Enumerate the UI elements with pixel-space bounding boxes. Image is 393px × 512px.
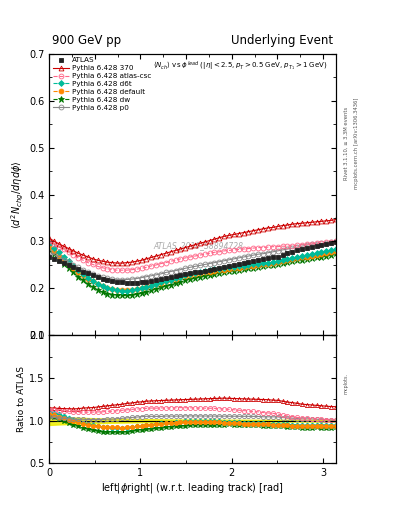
Text: mcplots.: mcplots. (344, 373, 349, 395)
Pythia 6.428 atlas-csc (47, 239, 51, 245)
Pythia 6.428 d6t (231, 264, 236, 270)
Line: Pythia 6.428 default: Pythia 6.428 default (47, 244, 338, 293)
ATLAS (134, 280, 139, 286)
Pythia 6.428 370 (115, 260, 119, 266)
ATLAS (120, 279, 125, 285)
Legend: ATLAS, Pythia 6.428 370, Pythia 6.428 atlas-csc, Pythia 6.428 d6t, Pythia 6.428 : ATLAS, Pythia 6.428 370, Pythia 6.428 at… (51, 56, 152, 112)
Pythia 6.428 default (95, 281, 100, 287)
Text: mcplots.cern.ch [arXiv:1306.3436]: mcplots.cern.ch [arXiv:1306.3436] (354, 98, 359, 189)
ATLAS (125, 280, 129, 286)
Line: Pythia 6.428 p0: Pythia 6.428 p0 (47, 239, 338, 282)
Pythia 6.428 p0 (231, 256, 236, 262)
Text: 900 GeV pp: 900 GeV pp (52, 34, 121, 47)
Pythia 6.428 default (125, 287, 129, 293)
Pythia 6.428 atlas-csc (334, 239, 338, 245)
ATLAS (231, 262, 236, 268)
Pythia 6.428 atlas-csc (144, 264, 149, 270)
ATLAS (95, 274, 100, 280)
Pythia 6.428 d6t (134, 286, 139, 292)
Pythia 6.428 default (231, 265, 236, 271)
Pythia 6.428 370 (144, 256, 149, 262)
Pythia 6.428 dw (144, 289, 149, 295)
Pythia 6.428 dw (47, 246, 51, 252)
Pythia 6.428 p0 (47, 249, 51, 255)
Pythia 6.428 d6t (144, 284, 149, 290)
Pythia 6.428 dw (125, 292, 129, 298)
ATLAS (149, 278, 154, 284)
Pythia 6.428 dw (95, 287, 100, 293)
Pythia 6.428 default (334, 248, 338, 254)
Pythia 6.428 p0 (149, 273, 154, 279)
Pythia 6.428 atlas-csc (231, 247, 236, 253)
Pythia 6.428 default (149, 283, 154, 289)
Pythia 6.428 atlas-csc (125, 267, 129, 273)
Text: Underlying Event: Underlying Event (231, 34, 333, 47)
ATLAS (47, 254, 51, 260)
Pythia 6.428 370 (334, 217, 338, 223)
Pythia 6.428 p0 (125, 276, 129, 283)
Text: $\langle N_{ch}\rangle$ vs $\phi^{lead}$ ($|\eta| < 2.5, p_T > 0.5$ GeV, $p_{T_1: $\langle N_{ch}\rangle$ vs $\phi^{lead}$… (153, 59, 327, 73)
Line: ATLAS: ATLAS (47, 240, 338, 285)
Pythia 6.428 370 (134, 258, 139, 264)
Pythia 6.428 p0 (115, 276, 119, 283)
Pythia 6.428 dw (115, 292, 119, 298)
Pythia 6.428 atlas-csc (95, 263, 100, 269)
Pythia 6.428 d6t (125, 288, 129, 294)
Line: Pythia 6.428 atlas-csc: Pythia 6.428 atlas-csc (47, 239, 338, 272)
Pythia 6.428 370 (125, 260, 129, 266)
Pythia 6.428 dw (231, 267, 236, 273)
Pythia 6.428 d6t (334, 246, 338, 252)
Pythia 6.428 default (144, 284, 149, 290)
Pythia 6.428 default (134, 286, 139, 292)
Pythia 6.428 default (120, 287, 125, 293)
ATLAS (334, 240, 338, 246)
X-axis label: left|$\phi$right| (w.r.t. leading track) [rad]: left|$\phi$right| (w.r.t. leading track)… (101, 481, 284, 495)
ATLAS (144, 279, 149, 285)
Pythia 6.428 p0 (95, 273, 100, 279)
Text: Rivet 3.1.10, ≥ 3.3M events: Rivet 3.1.10, ≥ 3.3M events (344, 106, 349, 180)
Pythia 6.428 370 (149, 254, 154, 261)
Pythia 6.428 d6t (95, 281, 100, 287)
Pythia 6.428 370 (231, 231, 236, 238)
Pythia 6.428 atlas-csc (115, 267, 119, 273)
Y-axis label: Ratio to ATLAS: Ratio to ATLAS (17, 367, 26, 432)
Pythia 6.428 p0 (334, 239, 338, 245)
Pythia 6.428 p0 (134, 275, 139, 282)
Pythia 6.428 dw (334, 250, 338, 257)
Pythia 6.428 default (47, 244, 51, 250)
Line: Pythia 6.428 dw: Pythia 6.428 dw (46, 246, 339, 298)
Line: Pythia 6.428 d6t: Pythia 6.428 d6t (47, 241, 338, 293)
Pythia 6.428 370 (47, 235, 51, 241)
Y-axis label: $\langle d^2 N_{chg}/d\eta d\phi \rangle$: $\langle d^2 N_{chg}/d\eta d\phi \rangle… (10, 160, 26, 229)
Text: ATLAS_2010_S8894728: ATLAS_2010_S8894728 (153, 241, 243, 250)
Pythia 6.428 atlas-csc (134, 266, 139, 272)
Pythia 6.428 p0 (144, 273, 149, 280)
Pythia 6.428 d6t (47, 240, 51, 246)
Pythia 6.428 atlas-csc (149, 263, 154, 269)
Pythia 6.428 370 (95, 257, 100, 263)
Pythia 6.428 dw (149, 287, 154, 293)
Pythia 6.428 dw (134, 291, 139, 297)
Pythia 6.428 d6t (120, 288, 125, 294)
Pythia 6.428 d6t (149, 283, 154, 289)
Line: Pythia 6.428 370: Pythia 6.428 370 (47, 217, 338, 266)
